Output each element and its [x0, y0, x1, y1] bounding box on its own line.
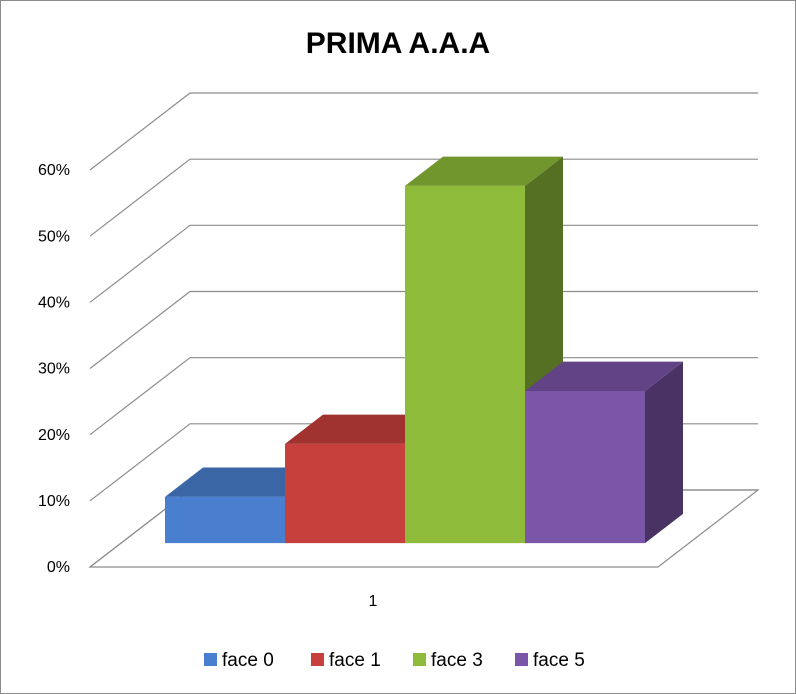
grid-line [89, 92, 758, 171]
legend-swatch [311, 653, 324, 666]
bar-top [405, 156, 563, 186]
grid-line [89, 357, 758, 436]
bar [165, 496, 285, 544]
x-tick-label: 1 [369, 593, 378, 610]
bar-top [165, 467, 323, 497]
y-tick-label: 0% [47, 559, 70, 576]
legend-swatch [413, 653, 426, 666]
legend-label: face 5 [533, 650, 585, 671]
grid-line [89, 224, 758, 303]
y-tick-label: 10% [38, 493, 70, 510]
legend-label: face 1 [329, 650, 381, 671]
bar [405, 185, 525, 544]
grid-line [89, 158, 758, 237]
bar-side [645, 361, 683, 544]
y-tick-label: 30% [38, 361, 70, 378]
legend-label: face 3 [431, 650, 483, 671]
y-tick-label: 40% [38, 295, 70, 312]
bar-top [285, 414, 443, 444]
legend-swatch [204, 653, 217, 666]
bar [525, 390, 645, 544]
legend-label: face 0 [222, 650, 274, 671]
y-tick-label: 20% [38, 427, 70, 444]
legend-swatch [515, 653, 528, 666]
chart-title: PRIMA A.A.A [306, 27, 490, 60]
y-tick-label: 50% [38, 228, 70, 245]
bar [285, 443, 405, 544]
bar-top [525, 361, 683, 391]
grid-line [89, 290, 758, 369]
y-tick-label: 60% [38, 162, 70, 179]
